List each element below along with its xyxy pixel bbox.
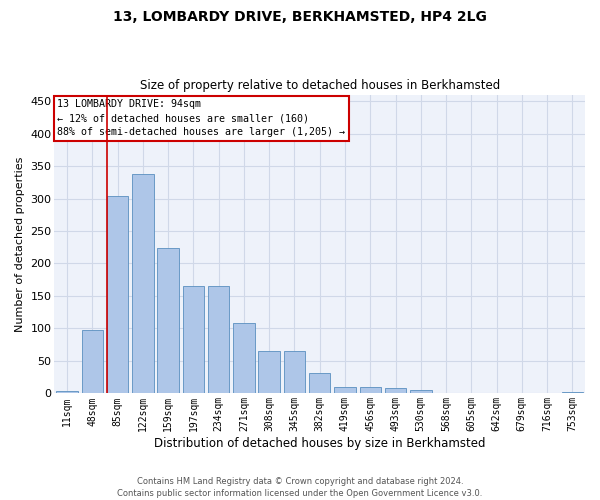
Bar — [56, 392, 78, 394]
Bar — [562, 392, 583, 394]
Text: Contains HM Land Registry data © Crown copyright and database right 2024.
Contai: Contains HM Land Registry data © Crown c… — [118, 476, 482, 498]
Bar — [309, 372, 331, 394]
Bar — [284, 351, 305, 394]
Bar — [208, 286, 229, 394]
Bar — [410, 390, 431, 394]
Bar — [107, 196, 128, 394]
Bar — [334, 387, 356, 394]
Bar — [486, 393, 508, 394]
Bar — [157, 248, 179, 394]
Bar — [82, 330, 103, 394]
Bar — [233, 323, 254, 394]
Bar — [436, 393, 457, 394]
Bar — [461, 393, 482, 394]
Bar — [182, 286, 204, 394]
Bar — [536, 393, 558, 394]
X-axis label: Distribution of detached houses by size in Berkhamsted: Distribution of detached houses by size … — [154, 437, 485, 450]
Bar — [132, 174, 154, 394]
Bar — [359, 387, 381, 394]
Text: 13, LOMBARDY DRIVE, BERKHAMSTED, HP4 2LG: 13, LOMBARDY DRIVE, BERKHAMSTED, HP4 2LG — [113, 10, 487, 24]
Bar — [385, 388, 406, 394]
Y-axis label: Number of detached properties: Number of detached properties — [15, 156, 25, 332]
Title: Size of property relative to detached houses in Berkhamsted: Size of property relative to detached ho… — [140, 79, 500, 92]
Text: 13 LOMBARDY DRIVE: 94sqm
← 12% of detached houses are smaller (160)
88% of semi-: 13 LOMBARDY DRIVE: 94sqm ← 12% of detach… — [57, 99, 345, 137]
Bar — [259, 351, 280, 394]
Bar — [511, 393, 533, 394]
